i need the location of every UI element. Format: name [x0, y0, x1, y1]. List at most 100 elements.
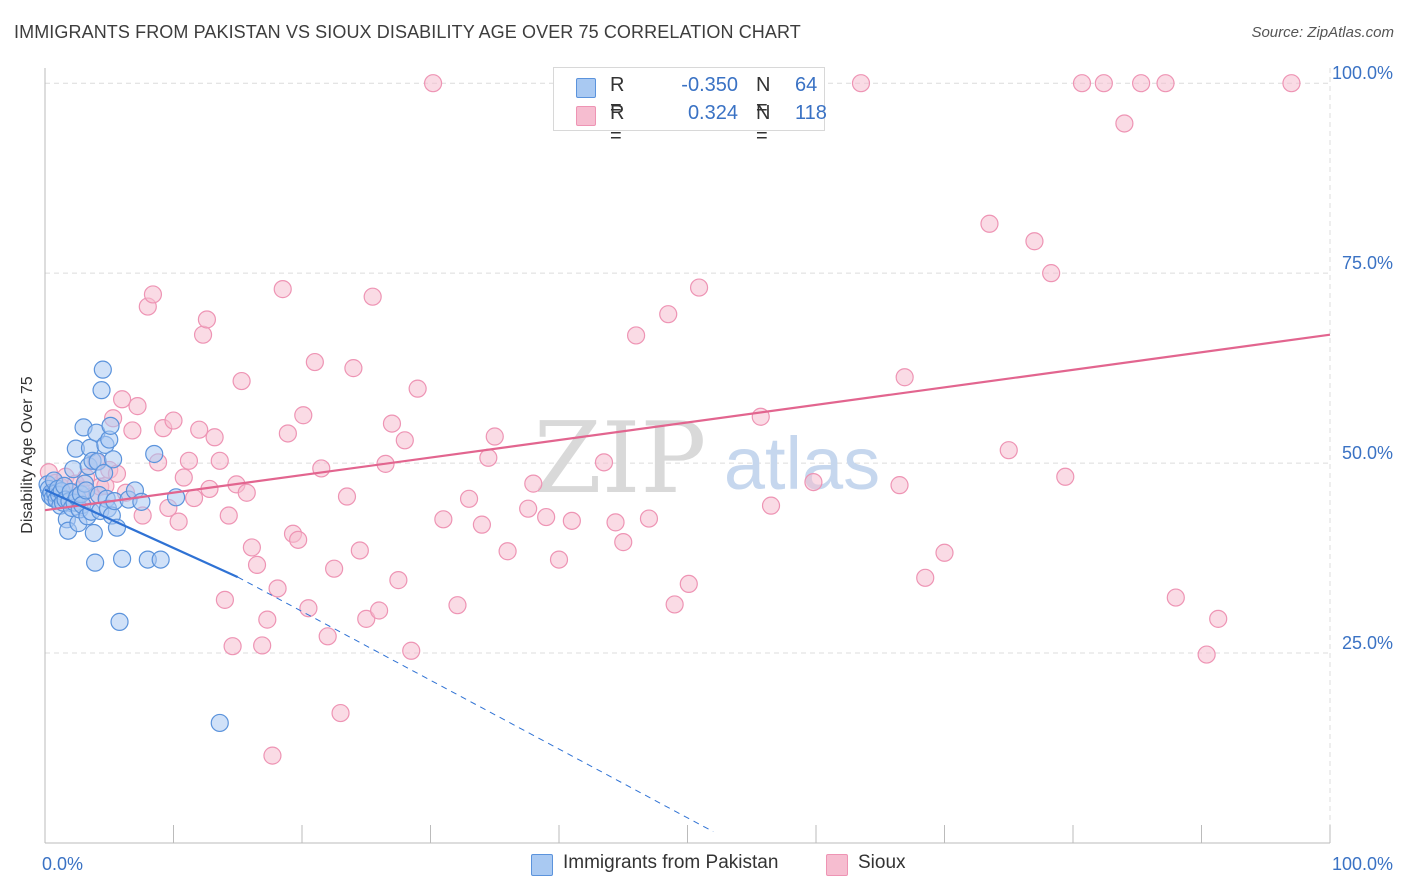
- legend-n-value-sioux: 118: [795, 102, 827, 124]
- point-sioux: [223, 637, 242, 656]
- point-pakistan: [104, 450, 123, 469]
- bottom-legend-swatch-sioux: [826, 854, 848, 876]
- point-sioux: [357, 609, 376, 628]
- point-sioux: [1056, 467, 1075, 486]
- watermark-zip: ZIP: [534, 402, 707, 516]
- legend-r-value-pakistan: -0.350: [681, 74, 738, 96]
- point-sioux: [179, 451, 199, 470]
- axes: [44, 68, 1331, 844]
- point-pakistan: [210, 713, 229, 733]
- y-tick-label: 50.0%: [1342, 443, 1393, 463]
- point-sioux: [1209, 609, 1228, 628]
- chart-title: IMMIGRANTS FROM PAKISTAN VS SIOUX DISABI…: [14, 22, 801, 42]
- point-sioux: [485, 427, 504, 446]
- point-sioux: [689, 278, 709, 297]
- point-sioux: [459, 489, 479, 508]
- point-sioux: [190, 420, 209, 439]
- point-sioux: [112, 390, 132, 409]
- point-sioux: [197, 310, 217, 329]
- point-sioux: [1156, 74, 1175, 93]
- trend-line-sioux: [44, 333, 1331, 512]
- point-sioux: [448, 596, 467, 615]
- point-sioux: [999, 441, 1018, 460]
- point-sioux: [242, 538, 261, 557]
- legend-swatch-sioux: [576, 106, 596, 126]
- point-sioux: [1025, 232, 1044, 251]
- tick-labels: 25.0% 50.0% 75.0% 100.0% 0.0% 100.0%: [42, 63, 1393, 874]
- point-sioux: [408, 379, 427, 398]
- point-sioux: [980, 214, 999, 233]
- point-pakistan: [110, 612, 129, 631]
- point-sioux: [174, 468, 193, 487]
- points: [38, 74, 1301, 765]
- bottom-legend-label-pakistan: Immigrants from Pakistan: [563, 852, 779, 873]
- point-sioux: [895, 368, 914, 387]
- point-sioux: [169, 512, 188, 531]
- point-sioux: [210, 451, 229, 470]
- point-sioux: [498, 542, 517, 561]
- point-sioux: [423, 74, 443, 93]
- point-sioux: [258, 610, 277, 629]
- point-pakistan: [93, 360, 112, 379]
- point-sioux: [344, 359, 363, 378]
- bottom-legend-swatch-pakistan: [531, 854, 553, 876]
- point-sioux: [1115, 114, 1134, 133]
- point-sioux: [665, 595, 684, 614]
- point-sioux: [278, 424, 297, 443]
- point-sioux: [219, 506, 238, 525]
- point-sioux: [614, 533, 633, 552]
- y-tick-label: 100.0%: [1332, 63, 1393, 83]
- point-sioux: [562, 511, 581, 530]
- point-sioux: [305, 352, 324, 372]
- point-sioux: [128, 397, 147, 416]
- point-pakistan: [84, 523, 103, 543]
- point-sioux: [325, 559, 344, 578]
- point-pakistan: [64, 460, 83, 479]
- legend-r-value-sioux: 0.324: [687, 102, 738, 124]
- point-pakistan: [151, 550, 170, 569]
- point-sioux: [143, 285, 163, 304]
- point-sioux: [337, 487, 357, 506]
- legend: R = -0.350 N = 64 R = 0.324 N = 118: [553, 67, 827, 147]
- point-sioux: [549, 550, 569, 569]
- legend-n-value-pakistan: 64: [795, 74, 818, 96]
- point-sioux: [851, 74, 871, 93]
- point-sioux: [237, 483, 256, 502]
- point-sioux: [363, 287, 382, 306]
- point-sioux: [761, 496, 781, 515]
- trend-lines: [44, 333, 1331, 833]
- point-pakistan: [95, 463, 114, 483]
- point-sioux: [253, 636, 272, 655]
- point-sioux: [916, 568, 935, 587]
- point-sioux: [215, 590, 234, 609]
- point-sioux: [123, 421, 142, 440]
- point-sioux: [519, 499, 538, 518]
- point-sioux: [1282, 74, 1301, 93]
- bottom-legend-label-sioux: Sioux: [858, 852, 906, 873]
- point-sioux: [268, 579, 287, 598]
- point-sioux: [263, 746, 282, 765]
- point-sioux: [537, 507, 556, 527]
- watermark-atlas: atlas: [724, 422, 880, 505]
- point-sioux: [679, 574, 698, 594]
- point-sioux: [472, 515, 491, 534]
- point-sioux: [1197, 645, 1216, 664]
- point-sioux: [193, 325, 213, 344]
- y-tick-label: 75.0%: [1342, 253, 1393, 273]
- point-sioux: [247, 555, 267, 575]
- point-sioux: [1166, 588, 1185, 607]
- point-sioux: [289, 530, 308, 549]
- point-sioux: [331, 703, 350, 723]
- point-sioux: [1094, 74, 1113, 93]
- point-sioux: [1042, 264, 1061, 283]
- point-sioux: [1132, 74, 1151, 93]
- legend-n-label: N =: [756, 74, 771, 119]
- point-sioux: [273, 280, 292, 299]
- point-sioux: [232, 371, 251, 391]
- point-sioux: [402, 641, 421, 660]
- point-sioux: [594, 453, 614, 472]
- point-sioux: [299, 599, 318, 618]
- point-sioux: [479, 448, 498, 467]
- source-label: Source: ZipAtlas.com: [1251, 24, 1394, 41]
